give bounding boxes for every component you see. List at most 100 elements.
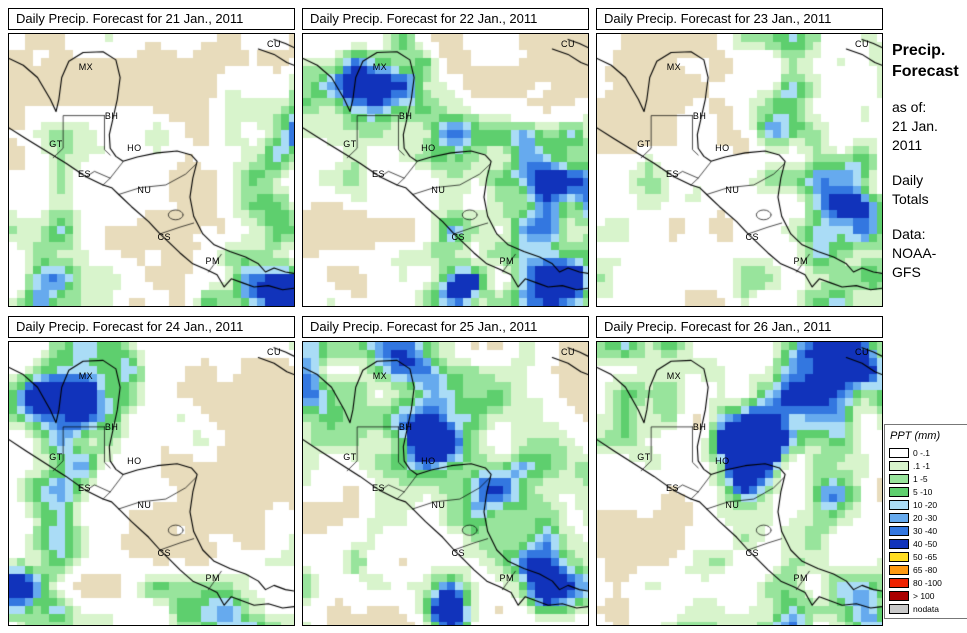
country-label-bh: BH bbox=[692, 110, 707, 121]
legend-entry: > 100 bbox=[889, 589, 965, 602]
country-label-mx: MX bbox=[666, 370, 682, 381]
country-label-bh: BH bbox=[104, 421, 119, 432]
legend-swatch bbox=[889, 590, 909, 601]
country-label-bh: BH bbox=[398, 421, 413, 432]
totals-line1: Daily bbox=[892, 172, 924, 188]
country-label-cu: CU bbox=[267, 346, 282, 357]
country-label-mx: MX bbox=[372, 370, 388, 381]
panel-title: Daily Precip. Forecast for 22 Jan., 2011 bbox=[302, 8, 589, 30]
legend-label: 80 -100 bbox=[913, 577, 942, 588]
country-label-bh: BH bbox=[398, 110, 413, 121]
precip-map-canvas bbox=[9, 34, 294, 306]
forecast-row-2: Daily Precip. Forecast for 24 Jan., 2011… bbox=[8, 316, 883, 626]
legend-entry: 20 -30 bbox=[889, 511, 965, 524]
country-label-nu: NU bbox=[725, 499, 740, 510]
country-label-ho: HO bbox=[421, 143, 436, 154]
country-label-gt: GT bbox=[637, 451, 651, 462]
country-label-cs: CS bbox=[745, 231, 760, 242]
legend-entry: .1 -1 bbox=[889, 459, 965, 472]
country-label-ho: HO bbox=[715, 143, 730, 154]
country-label-mx: MX bbox=[78, 61, 94, 72]
forecast-panel-24jan: Daily Precip. Forecast for 24 Jan., 2011… bbox=[8, 316, 295, 626]
forecast-panel-25jan: Daily Precip. Forecast for 25 Jan., 2011… bbox=[302, 316, 589, 626]
precip-map-24jan: MX CU BH GT HO ES NU CS PM bbox=[8, 341, 295, 626]
country-label-pm: PM bbox=[793, 573, 809, 584]
legend-entry: 5 -10 bbox=[889, 485, 965, 498]
panel-title: Daily Precip. Forecast for 26 Jan., 2011 bbox=[596, 316, 883, 338]
data-source-label: Data: bbox=[892, 226, 926, 242]
data-source-line2: GFS bbox=[892, 264, 921, 280]
legend-label: 1 -5 bbox=[913, 473, 928, 484]
country-label-mx: MX bbox=[372, 61, 388, 72]
country-label-cs: CS bbox=[157, 231, 172, 242]
legend-entries: 0 -.1 .1 -1 1 -5 5 -10 10 -20 20 -30 30 -40 40 … bbox=[889, 446, 965, 615]
data-source-line1: NOAA- bbox=[892, 245, 937, 261]
legend-swatch bbox=[889, 577, 909, 588]
precip-map-canvas bbox=[597, 342, 882, 625]
country-label-bh: BH bbox=[104, 110, 119, 121]
legend-swatch bbox=[889, 473, 909, 484]
country-label-pm: PM bbox=[499, 256, 515, 267]
country-label-cs: CS bbox=[157, 547, 172, 558]
legend-swatch bbox=[889, 551, 909, 562]
precip-map-26jan: MX CU BH GT HO ES NU CS PM bbox=[596, 341, 883, 626]
legend-swatch bbox=[889, 447, 909, 458]
legend-entry: 1 -5 bbox=[889, 472, 965, 485]
forecast-row-1: Daily Precip. Forecast for 21 Jan., 2011… bbox=[8, 8, 883, 307]
legend-entry: 65 -80 bbox=[889, 563, 965, 576]
legend-swatch bbox=[889, 538, 909, 549]
forecast-panel-22jan: Daily Precip. Forecast for 22 Jan., 2011… bbox=[302, 8, 589, 307]
country-label-nu: NU bbox=[431, 185, 446, 196]
country-label-gt: GT bbox=[343, 451, 357, 462]
country-label-pm: PM bbox=[205, 573, 221, 584]
precip-map-23jan: MX CU BH GT HO ES NU CS PM bbox=[596, 33, 883, 307]
precip-map-canvas bbox=[303, 34, 588, 306]
legend-swatch bbox=[889, 486, 909, 497]
country-label-gt: GT bbox=[49, 451, 63, 462]
legend-swatch bbox=[889, 525, 909, 536]
legend-swatch bbox=[889, 512, 909, 523]
country-label-ho: HO bbox=[715, 455, 730, 466]
legend-label: .1 -1 bbox=[913, 460, 931, 471]
panel-title: Daily Precip. Forecast for 23 Jan., 2011 bbox=[596, 8, 883, 30]
legend-swatch bbox=[889, 460, 909, 471]
sidebar-title-line1: Precip. bbox=[892, 42, 946, 59]
sidebar-title-line2: Forecast bbox=[892, 63, 959, 80]
legend-label: 0 -.1 bbox=[913, 447, 931, 458]
legend-entry: 10 -20 bbox=[889, 498, 965, 511]
country-label-gt: GT bbox=[49, 139, 63, 150]
panel-title: Daily Precip. Forecast for 21 Jan., 2011 bbox=[8, 8, 295, 30]
as-of-date-line2: 2011 bbox=[892, 137, 923, 153]
country-label-es: ES bbox=[372, 169, 386, 180]
legend-swatch bbox=[889, 499, 909, 510]
legend-label: 5 -10 bbox=[913, 486, 933, 497]
country-label-pm: PM bbox=[499, 573, 515, 584]
country-label-bh: BH bbox=[692, 421, 707, 432]
country-label-nu: NU bbox=[137, 185, 152, 196]
legend-swatch bbox=[889, 603, 909, 614]
forecast-panel-23jan: Daily Precip. Forecast for 23 Jan., 2011… bbox=[596, 8, 883, 307]
country-label-pm: PM bbox=[793, 256, 809, 267]
precip-map-25jan: MX CU BH GT HO ES NU CS PM bbox=[302, 341, 589, 626]
country-label-mx: MX bbox=[666, 61, 682, 72]
precip-map-21jan: MX CU BH GT HO ES NU CS PM bbox=[8, 33, 295, 307]
country-label-nu: NU bbox=[725, 185, 740, 196]
country-label-gt: GT bbox=[637, 139, 651, 150]
forecast-panel-21jan: Daily Precip. Forecast for 21 Jan., 2011… bbox=[8, 8, 295, 307]
legend-swatch bbox=[889, 564, 909, 575]
country-label-pm: PM bbox=[205, 256, 221, 267]
country-label-es: ES bbox=[372, 482, 386, 493]
country-label-cu: CU bbox=[561, 38, 576, 49]
totals-line2: Totals bbox=[892, 191, 929, 207]
legend-label: 20 -30 bbox=[913, 512, 938, 523]
country-label-es: ES bbox=[78, 169, 92, 180]
country-label-cu: CU bbox=[561, 346, 576, 357]
precip-map-canvas bbox=[303, 342, 588, 625]
country-label-es: ES bbox=[78, 482, 92, 493]
legend-entry: 40 -50 bbox=[889, 537, 965, 550]
country-label-cs: CS bbox=[745, 547, 760, 558]
legend-title: PPT (mm) bbox=[890, 430, 941, 442]
forecast-grid: Daily Precip. Forecast for 21 Jan., 2011… bbox=[8, 8, 883, 633]
country-label-ho: HO bbox=[127, 143, 142, 154]
